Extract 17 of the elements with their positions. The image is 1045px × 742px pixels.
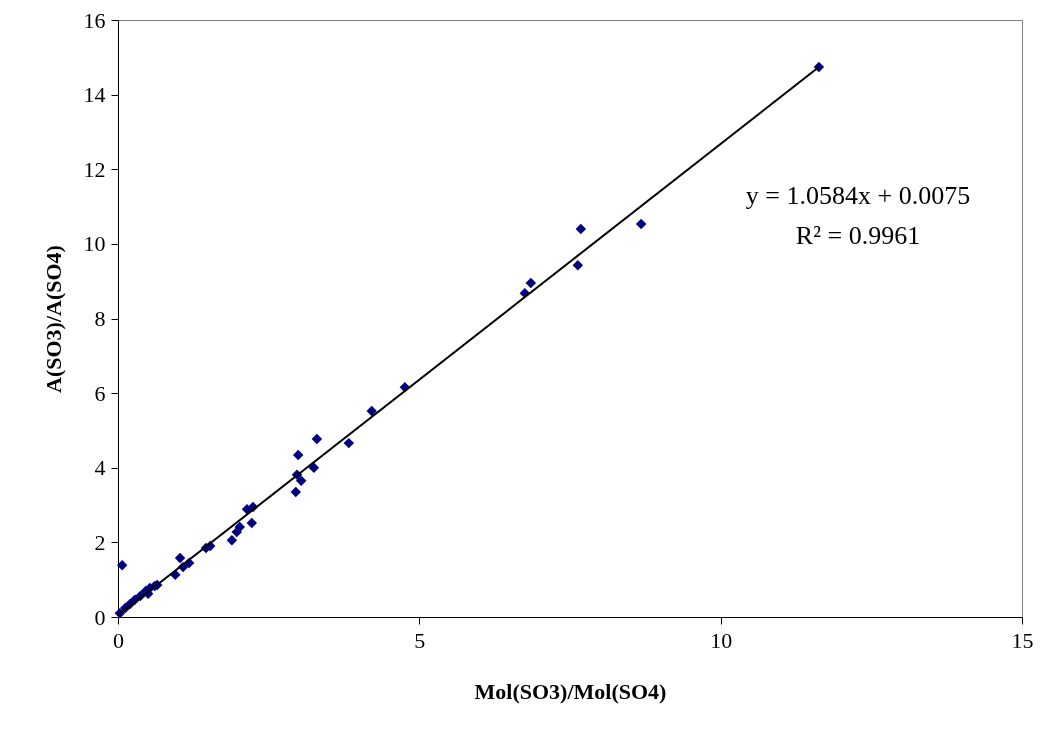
annotation: R² = 0.9961 (795, 221, 921, 250)
x-tick-label: 5 (414, 627, 426, 653)
x-tick-label: 10 (710, 627, 733, 653)
annotation: y = 1.0584x + 0.0075 (745, 181, 971, 210)
y-tick-label: 10 (83, 231, 106, 257)
y-axis-title: A(SO3)/A(SO4) (40, 245, 66, 393)
y-tick-label: 2 (94, 529, 106, 555)
y-tick-label: 8 (94, 306, 106, 331)
y-tick-label: 12 (83, 156, 106, 182)
y-tick-label: 6 (94, 380, 106, 406)
x-axis-title: Mol(SO3)/Mol(SO4) (474, 678, 667, 704)
x-tick-label: 15 (1011, 627, 1034, 653)
y-tick-label: 4 (94, 455, 106, 481)
y-tick-label: 14 (83, 82, 106, 108)
x-tick-label: 0 (113, 627, 124, 653)
y-tick-label: 16 (83, 7, 106, 33)
y-tick-label: 0 (94, 604, 106, 630)
